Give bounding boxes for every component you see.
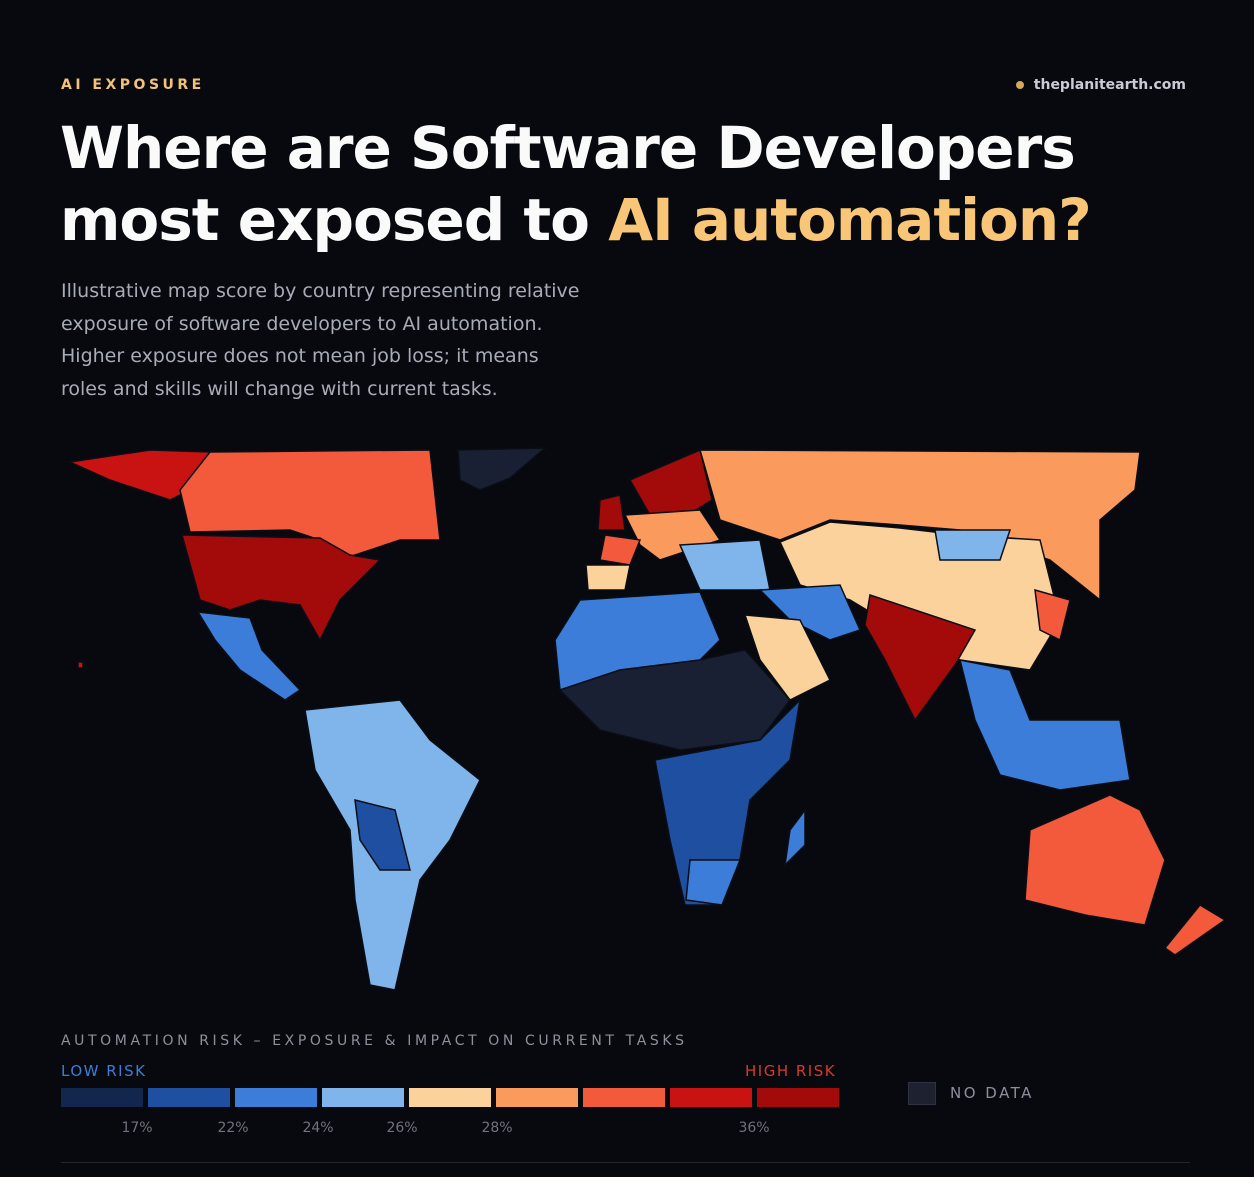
region xyxy=(654,697,802,906)
low-label: LOW RISK xyxy=(61,1062,147,1080)
legend-tick-label: 22% xyxy=(217,1120,249,1136)
region xyxy=(678,539,771,591)
subtitle-line: Illustrative map score by country repres… xyxy=(61,280,580,302)
world-map xyxy=(67,447,1227,991)
region xyxy=(585,564,631,591)
legend-tick-label: 17% xyxy=(121,1120,153,1136)
subtitle-line: Higher exposure does not mean job loss; … xyxy=(61,345,539,367)
title-highlight: AI automation? xyxy=(608,186,1092,254)
region xyxy=(758,584,862,641)
source: theplanitearth.com xyxy=(1016,77,1186,93)
legend-tick-label: 28% xyxy=(481,1120,513,1136)
legend-scale xyxy=(61,1088,839,1107)
legend-swatch xyxy=(409,1088,491,1107)
high-label: HIGH RISK xyxy=(745,1062,837,1080)
region xyxy=(354,799,411,871)
legend-tick-label: 36% xyxy=(738,1120,770,1136)
region xyxy=(958,659,1131,791)
legend-swatch xyxy=(496,1088,578,1107)
title-line: most exposed to AI automation? xyxy=(60,184,1092,256)
region xyxy=(77,661,84,669)
legend-swatch xyxy=(61,1088,143,1107)
subtitle-line: exposure of software developers to AI au… xyxy=(61,312,543,335)
title: Where are Software Developers most expos… xyxy=(60,112,1092,256)
no-data-label: NO DATA xyxy=(950,1084,1034,1102)
region xyxy=(599,534,642,566)
region xyxy=(685,859,742,906)
region xyxy=(1163,904,1227,956)
legend-swatch xyxy=(322,1088,404,1107)
no-data-swatch xyxy=(908,1082,936,1105)
region xyxy=(783,807,806,868)
title-line: Where are Software Developers xyxy=(60,114,1076,182)
legend-title: AUTOMATION RISK – EXPOSURE & IMPACT ON C… xyxy=(61,1033,688,1049)
kicker: AI EXPOSURE xyxy=(61,77,205,93)
region xyxy=(934,529,1012,561)
legend-swatch xyxy=(670,1088,752,1107)
region xyxy=(1024,794,1166,926)
legend-swatch xyxy=(583,1088,665,1107)
region xyxy=(864,594,977,722)
legend-swatch xyxy=(148,1088,230,1107)
region xyxy=(196,611,302,701)
title-part: most exposed to xyxy=(60,186,590,254)
legend-tick-label: 24% xyxy=(302,1120,334,1136)
region xyxy=(597,494,626,531)
region xyxy=(457,447,548,491)
legend-swatch xyxy=(757,1088,839,1107)
divider xyxy=(61,1162,1190,1163)
region xyxy=(743,614,832,701)
subtitle: Illustrative map score by country repres… xyxy=(61,275,580,405)
subtitle-line: roles and skills will change with curren… xyxy=(61,377,498,400)
region xyxy=(1034,588,1071,642)
region xyxy=(181,534,382,642)
region xyxy=(558,649,791,751)
legend-swatch xyxy=(235,1088,317,1107)
legend-tick-label: 26% xyxy=(386,1120,418,1136)
